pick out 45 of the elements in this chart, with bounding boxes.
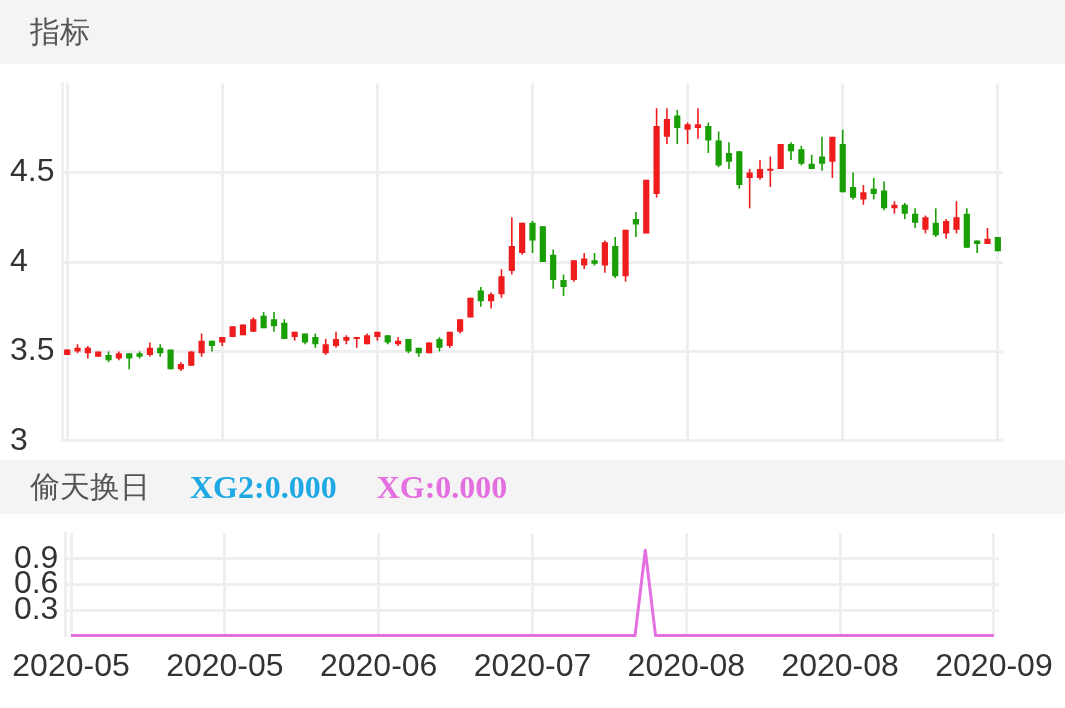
candlestick (725, 141, 733, 170)
y-tick-label: 3 (10, 420, 28, 457)
x-tick-label: 2020-07 (473, 646, 592, 683)
candlestick (880, 180, 888, 211)
candlestick (912, 207, 919, 229)
candlestick (849, 171, 857, 201)
x-tick-label: 2020-08 (781, 646, 899, 683)
candlestick (756, 159, 764, 181)
candlestick (870, 177, 877, 201)
legend-label: XG2:0.000 (190, 468, 337, 506)
candlestick (684, 121, 691, 145)
candlestick (674, 109, 681, 145)
candlestick (818, 136, 826, 172)
candlestick (632, 211, 640, 238)
candlestick (570, 259, 577, 283)
y-tick-label: 3.5 (10, 331, 55, 368)
candlestick (798, 144, 805, 167)
candlestick (477, 286, 484, 308)
chart-title: 指标 (30, 12, 90, 51)
candlestick (498, 268, 505, 299)
x-tick-label: 2020-05 (166, 646, 284, 683)
y-tick-label: 4 (10, 241, 28, 278)
candlestick (601, 239, 608, 274)
candlestick (767, 155, 774, 188)
candlestick (953, 200, 960, 235)
candlestick (198, 332, 205, 358)
candlestick (943, 218, 950, 240)
y-tick-label: 4.5 (10, 152, 55, 189)
candlestick (281, 318, 288, 340)
text: XG:0.000 (376, 468, 508, 506)
candlestick (694, 107, 702, 140)
x-tick-label: 2020-08 (627, 646, 746, 683)
candlestick (746, 168, 753, 210)
candlestick (932, 207, 939, 238)
candlestick (270, 311, 278, 333)
x-tick-label: 2020-09 (935, 646, 1053, 683)
candlestick (860, 184, 867, 206)
candlestick (529, 220, 536, 254)
x-tick-label: 2020-06 (319, 646, 438, 683)
chart-title: 偷天换日 (30, 467, 150, 506)
candlestick (353, 336, 360, 349)
candlestick (705, 121, 712, 154)
candlestick (560, 273, 567, 297)
candlestick (663, 107, 671, 145)
x-tick-label: 2020-05 (12, 646, 130, 683)
